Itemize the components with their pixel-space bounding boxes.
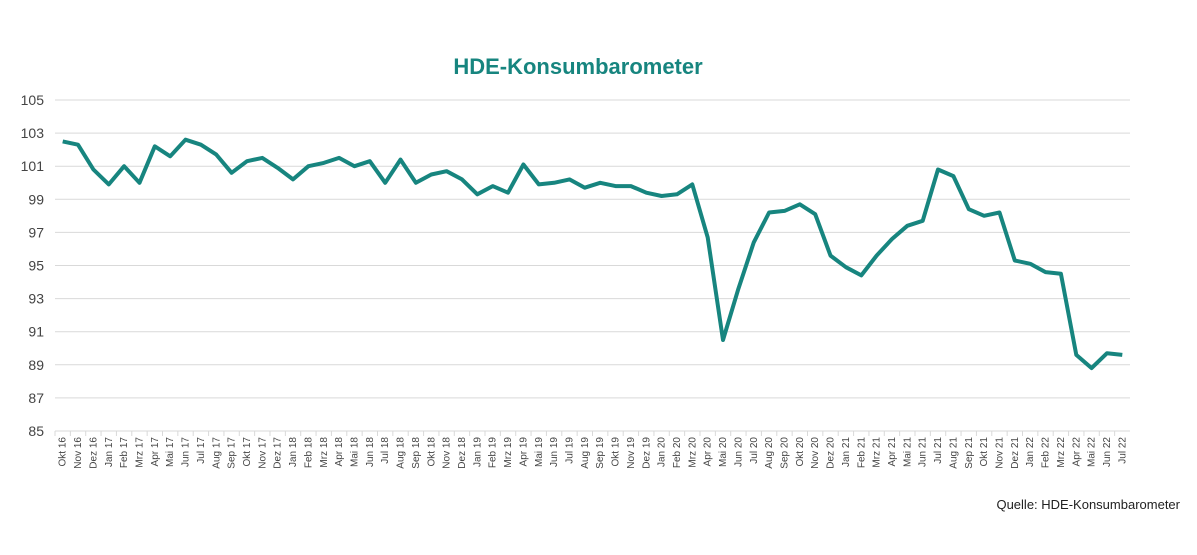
x-tick-label: Feb 18 — [303, 437, 314, 469]
x-tick-label: Jan 22 — [1025, 437, 1036, 467]
x-tick-label: Jun 21 — [918, 437, 929, 467]
x-tick-label: Jul 19 — [564, 437, 575, 464]
x-tick-label: Jun 19 — [549, 437, 560, 467]
x-tick-label: Okt 21 — [979, 437, 990, 467]
x-tick-label: Feb 22 — [1041, 437, 1052, 469]
x-tick-label: Mai 19 — [534, 437, 545, 467]
x-tick-label: Jan 19 — [472, 437, 483, 467]
y-tick-label: 99 — [28, 191, 44, 207]
x-tick-label: Dez 17 — [273, 437, 284, 469]
y-tick-label: 87 — [28, 390, 44, 406]
x-tick-label: Dez 20 — [826, 437, 837, 469]
x-tick-label: Sep 20 — [779, 437, 790, 469]
x-tick-label: Mrz 20 — [687, 437, 698, 468]
x-tick-label: Jul 20 — [749, 437, 760, 464]
x-tick-label: Jul 18 — [380, 437, 391, 464]
x-tick-label: Jun 22 — [1102, 437, 1113, 467]
x-tick-label: Sep 17 — [227, 437, 238, 469]
y-tick-label: 91 — [28, 324, 44, 340]
chart-title: HDE-Konsumbarometer — [453, 54, 703, 79]
x-tick-label: Aug 18 — [396, 437, 407, 469]
x-tick-label: Sep 21 — [964, 437, 975, 469]
x-tick-label: Apr 19 — [518, 437, 529, 467]
x-tick-label: Apr 20 — [703, 437, 714, 467]
x-tick-label: Apr 17 — [150, 437, 161, 467]
x-tick-label: Jan 17 — [104, 437, 115, 467]
x-tick-label: Mai 18 — [349, 437, 360, 467]
x-tick-label: Okt 18 — [426, 437, 437, 467]
x-tick-label: Jul 17 — [196, 437, 207, 464]
x-tick-label: Jan 20 — [657, 437, 668, 467]
x-tick-label: Nov 16 — [73, 437, 84, 469]
y-tick-label: 95 — [28, 258, 44, 274]
y-tick-label: 93 — [28, 291, 44, 307]
y-tick-label: 89 — [28, 357, 44, 373]
y-tick-label: 103 — [21, 125, 45, 141]
x-tick-label: Jun 20 — [733, 437, 744, 467]
x-tick-label: Aug 20 — [764, 437, 775, 469]
x-tick-label: Okt 20 — [795, 437, 806, 467]
x-tick-label: Apr 21 — [887, 437, 898, 467]
x-tick-label: Feb 20 — [672, 437, 683, 469]
x-tick-label: Jul 21 — [933, 437, 944, 464]
x-tick-label: Jan 21 — [841, 437, 852, 467]
x-tick-label: Mrz 21 — [872, 437, 883, 468]
x-tick-label: Mai 21 — [902, 437, 913, 467]
x-tick-label: Mai 20 — [718, 437, 729, 467]
x-tick-label: Feb 17 — [119, 437, 130, 469]
x-tick-label: Jun 17 — [181, 437, 192, 467]
line — [62, 137, 1123, 371]
x-tick-label: Dez 16 — [88, 437, 99, 469]
x-tick-label: Okt 19 — [611, 437, 622, 467]
x-tick-label: Nov 20 — [810, 437, 821, 469]
x-tick-label: Aug 21 — [948, 437, 959, 469]
x-tick-label: Sep 18 — [411, 437, 422, 469]
x-tick-label: Aug 19 — [580, 437, 591, 469]
x-tick-label: Dez 19 — [641, 437, 652, 469]
x-tick-label: Feb 21 — [856, 437, 867, 469]
x-tick-label: Aug 17 — [211, 437, 222, 469]
x-tick-label: Nov 19 — [626, 437, 637, 469]
x-tick-label: Mrz 18 — [319, 437, 330, 468]
y-tick-label: 105 — [21, 92, 45, 108]
x-tick-label: Mai 17 — [165, 437, 176, 467]
x-tick-label: Apr 18 — [334, 437, 345, 467]
x-tick-label: Mrz 17 — [134, 437, 145, 468]
x-tick-label: Feb 19 — [488, 437, 499, 469]
x-tick-label: Nov 21 — [994, 437, 1005, 469]
y-tick-label: 97 — [28, 224, 44, 240]
y-tick-label: 101 — [21, 158, 45, 174]
x-tick-label: Sep 19 — [595, 437, 606, 469]
y-tick-label: 85 — [28, 423, 44, 439]
x-tick-label: Dez 18 — [457, 437, 468, 469]
x-tick-label: Nov 18 — [442, 437, 453, 469]
x-tick-label: Dez 21 — [1010, 437, 1021, 469]
x-tick-label: Mrz 22 — [1056, 437, 1067, 468]
x-tick-label: Apr 22 — [1071, 437, 1082, 467]
x-tick-label: Nov 17 — [257, 437, 268, 469]
x-tick-label: Okt 16 — [58, 437, 69, 467]
x-tick-label: Okt 17 — [242, 437, 253, 467]
x-tick-label: Jan 18 — [288, 437, 299, 467]
x-tick-label: Mai 22 — [1087, 437, 1098, 467]
x-tick-label: Mrz 19 — [503, 437, 514, 468]
source: Quelle: HDE-Konsumbarometer — [996, 497, 1180, 512]
x-tick-label: Jun 18 — [365, 437, 376, 467]
x-tick-label: Jul 22 — [1117, 437, 1128, 464]
